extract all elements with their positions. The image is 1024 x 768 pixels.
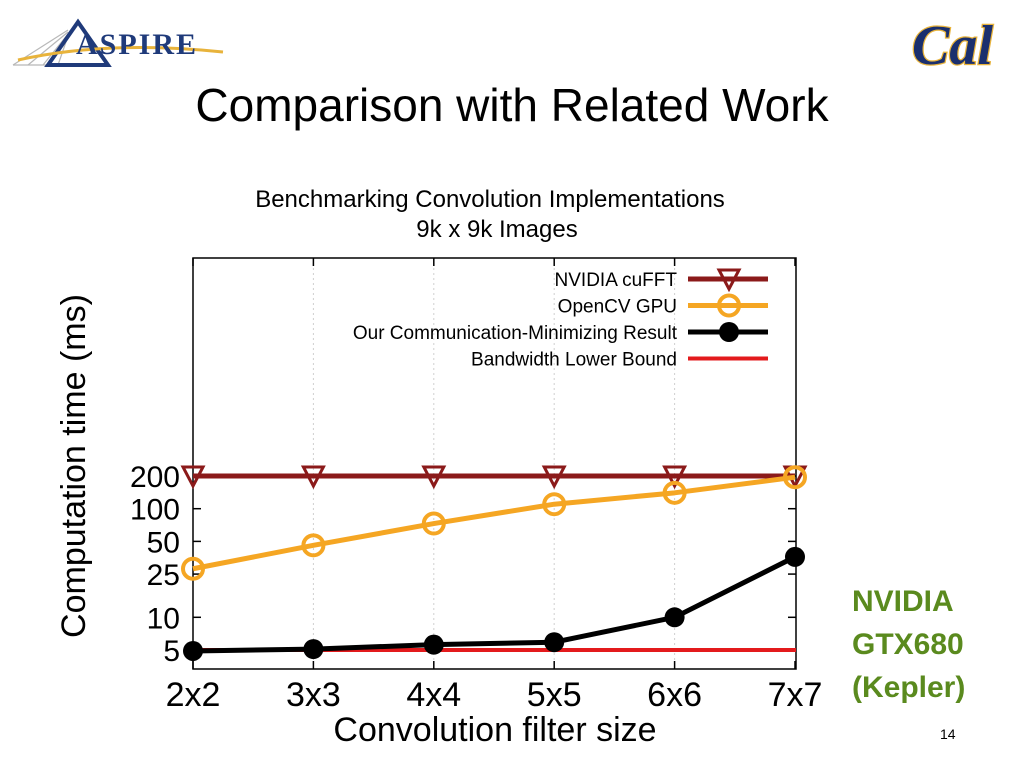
y-tick-label: 50 (147, 526, 180, 559)
aspire-logo: ASPIRE (12, 18, 224, 67)
x-tick-label: 3x3 (286, 676, 341, 714)
data-point (301, 533, 326, 558)
y-axis-label: Computation time (ms) (55, 294, 93, 638)
series-opencv-gpu (181, 465, 807, 581)
data-point (423, 634, 444, 655)
x-tick-label: 4x4 (406, 676, 461, 714)
legend-label: NVIDIA cuFFT (555, 270, 678, 291)
x-tick-label: 5x5 (527, 676, 582, 714)
cal-logo-text: Cal (912, 15, 993, 77)
data-point (544, 632, 565, 653)
data-point (541, 465, 567, 490)
data-point (783, 465, 807, 490)
data-point (662, 465, 688, 490)
gpu-annotation: NVIDIA GTX680 (Kepler) (852, 580, 1012, 709)
page-number: 14 (940, 726, 956, 742)
gpu-annotation-line-2: GTX680 (852, 628, 964, 661)
chart-title: Benchmarking Convolution Implementations (255, 186, 725, 213)
gpu-annotation-line-3: (Kepler) (852, 671, 966, 704)
series-nvidia-cufft (180, 465, 808, 490)
slide-title: Comparison with Related Work (195, 79, 829, 131)
data-point (785, 546, 805, 567)
data-point (180, 465, 206, 490)
gpu-annotation-line-1: NVIDIA (852, 585, 954, 618)
data-point (421, 511, 446, 536)
data-point (664, 607, 685, 628)
legend-marker (719, 322, 739, 342)
data-point (181, 556, 205, 581)
data-point (542, 492, 567, 517)
x-tick-label: 2x2 (166, 676, 221, 714)
legend-label: Our Communication-Minimizing Result (353, 323, 678, 344)
y-tick-label: 200 (130, 461, 180, 494)
series-line (192, 554, 797, 654)
y-tick-label: 25 (147, 559, 180, 592)
data-point (300, 465, 326, 490)
y-tick-label: 10 (147, 602, 180, 635)
data-point (303, 639, 324, 660)
legend-marker (717, 293, 741, 318)
data-point (662, 480, 687, 505)
legend-label: OpenCV GPU (558, 297, 677, 318)
y-tick-label: 100 (130, 494, 180, 527)
legend-label: Bandwidth Lower Bound (471, 350, 677, 371)
series-line (192, 474, 796, 572)
plot-area (192, 257, 797, 670)
legend-marker (716, 268, 742, 293)
chart-subtitle: 9k x 9k Images (416, 216, 577, 243)
data-point (421, 465, 447, 490)
data-point (183, 640, 203, 661)
x-tick-label: 6x6 (647, 676, 702, 714)
aspire-logo-text: ASPIRE (76, 28, 198, 61)
x-axis-label: Convolution filter size (333, 711, 656, 749)
series-our-communication-minimizing-result (183, 546, 805, 661)
x-tick-label: 7x7 (768, 676, 823, 714)
y-tick-label: 5 (163, 635, 180, 668)
cal-logo: Cal (911, 14, 995, 78)
